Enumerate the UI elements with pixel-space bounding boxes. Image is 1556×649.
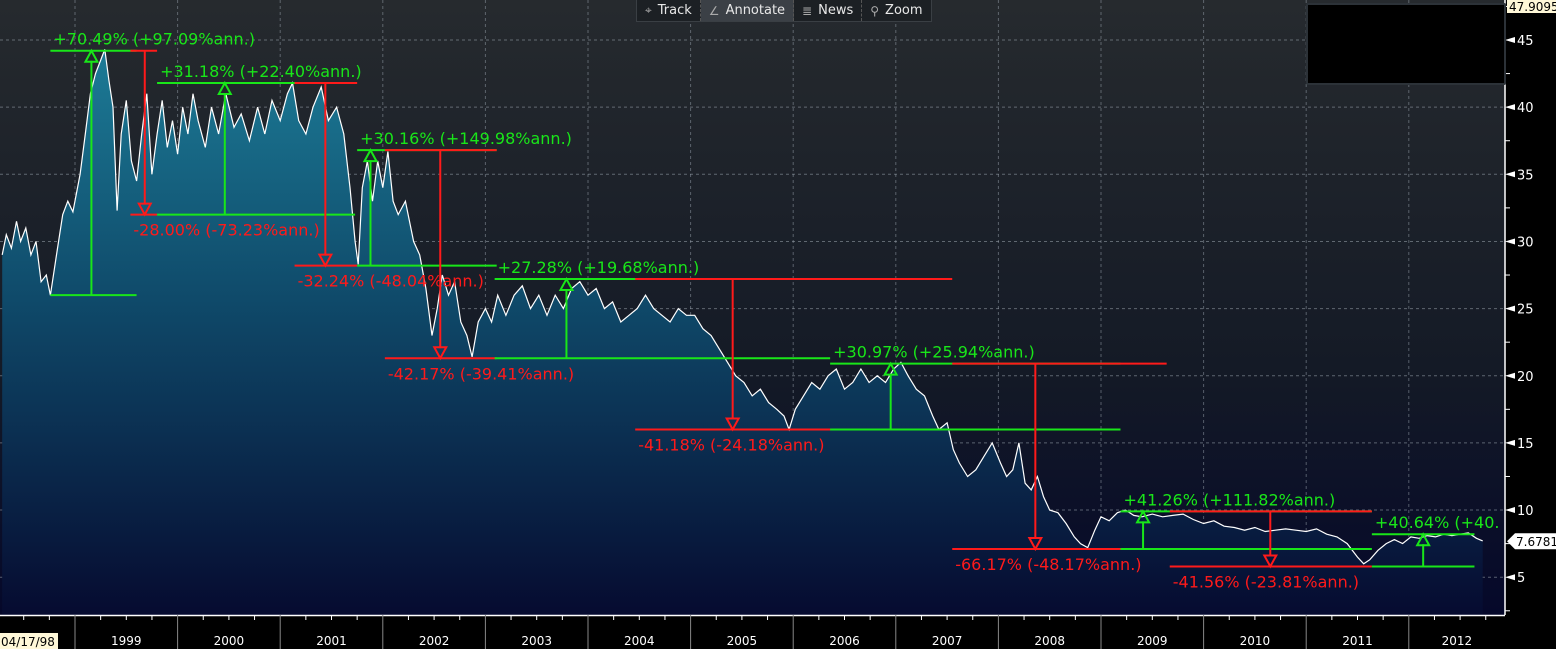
- annotation-label: +30.16% (+149.98%ann.): [360, 129, 572, 148]
- magnifier-icon: ⚲: [870, 3, 880, 18]
- x-tick-label: 2001: [316, 634, 347, 648]
- y-axis-panel: [1505, 0, 1556, 649]
- track-button[interactable]: ⌖ Track: [637, 0, 701, 21]
- y-tick-marker: [1505, 372, 1515, 379]
- last-price-box: [1507, 533, 1556, 550]
- last-price-label: 7.6781: [1516, 535, 1556, 549]
- x-tick-label: 2002: [419, 634, 450, 648]
- arrow-up-icon: [83, 48, 100, 63]
- annotation-label: +27.28% (+19.68%ann.): [498, 258, 700, 277]
- annotation-label: -41.56% (-23.81%ann.): [1173, 572, 1359, 591]
- zoom-label: Zoom: [885, 3, 923, 18]
- y-tick-marker: [1505, 574, 1515, 581]
- arrow-up-icon: [362, 148, 379, 163]
- arrow-down-icon: [724, 417, 741, 432]
- y-tick-marker: [1505, 238, 1515, 245]
- high-value-box: [1507, 0, 1556, 13]
- chart-toolbar: ⌖ Track ∠ Annotate ≣ News ⚲ Zoom: [636, 0, 932, 22]
- annotation-loss-5[interactable]: -42.17% (-39.41%ann.): [384, 149, 574, 383]
- annotation-label: -28.00% (-73.23%ann.): [133, 221, 319, 240]
- y-tick-label: 15: [1517, 437, 1534, 452]
- y-tick-label: 45: [1517, 34, 1534, 49]
- annotation-gain-12[interactable]: +40.64% (+40.: [1371, 513, 1500, 568]
- annotation-gain-2[interactable]: +31.18% (+22.40%ann.): [157, 62, 362, 216]
- annotation-label: +31.18% (+22.40%ann.): [160, 62, 362, 81]
- arrow-up-icon: [882, 361, 899, 376]
- arrow-down-icon: [1027, 536, 1044, 552]
- x-tick-label: 2010: [1240, 634, 1271, 648]
- annotation-loss-1[interactable]: -28.00% (-73.23%ann.): [130, 49, 320, 240]
- arrow-down-icon: [432, 346, 448, 361]
- annotation-loss-7[interactable]: -41.18% (-24.18%ann.): [635, 278, 953, 454]
- y-tick-label: 40: [1517, 101, 1534, 116]
- annotation-label: -32.24% (-48.04%ann.): [298, 272, 484, 291]
- x-tick-label: 2006: [829, 634, 860, 648]
- high-value-label: 47.9095: [1509, 0, 1556, 14]
- x-tick-label: 1999: [111, 634, 142, 648]
- arrow-down-icon: [137, 202, 153, 217]
- x-tick-label: 2005: [727, 634, 758, 648]
- arrow-down-icon: [1262, 554, 1278, 569]
- legend-box: [1306, 3, 1506, 85]
- annotation-label: -42.17% (-39.41%ann.): [388, 364, 574, 383]
- arrow-up-icon: [1135, 509, 1151, 524]
- arrow-up-icon: [558, 276, 575, 292]
- last-price-marker: 7.6781: [1507, 533, 1556, 550]
- annotation-gain-4[interactable]: +30.16% (+149.98%ann.): [357, 129, 572, 267]
- y-tick-label: 25: [1517, 303, 1534, 318]
- y-tick-marker: [1505, 37, 1515, 43]
- price-area-fill: [2, 49, 1483, 615]
- news-label: News: [818, 3, 854, 18]
- y-tick-label: 20: [1517, 370, 1534, 385]
- y-tick-marker: [1505, 104, 1515, 111]
- y-tick-marker: [1505, 507, 1515, 514]
- start-date-box: [0, 633, 58, 649]
- annotate-label: Annotate: [725, 3, 786, 18]
- annotation-label: +30.97% (+25.94%ann.): [833, 343, 1035, 362]
- x-tick-label: 2004: [624, 634, 655, 648]
- annotation-label: +40.64% (+40.: [1375, 513, 1500, 532]
- y-tick-label: 5: [1517, 571, 1525, 586]
- y-tick-marker: [1505, 171, 1515, 178]
- arrow-up-icon: [217, 80, 233, 95]
- news-button[interactable]: ≣ News: [794, 0, 863, 21]
- annotation-loss-3[interactable]: -32.24% (-48.04%ann.): [294, 81, 484, 291]
- x-tick-label: 2003: [521, 634, 552, 648]
- y-tick-marker: [1505, 439, 1515, 446]
- annotation-gain-0[interactable]: +70.49% (+97.09%ann.): [50, 30, 255, 297]
- annotate-button[interactable]: ∠ Annotate: [700, 0, 795, 21]
- y-tick-label: 10: [1517, 504, 1534, 519]
- price-line: [1, 49, 1483, 565]
- annotation-label: +41.26% (+111.82%ann.): [1123, 490, 1335, 509]
- annotation-label: -66.17% (-48.17%ann.): [955, 555, 1141, 574]
- crosshair-icon: ⌖: [645, 3, 652, 17]
- x-tick-label: 2000: [214, 634, 245, 648]
- x-tick-label: 2008: [1034, 634, 1065, 648]
- x-tick-label: 2011: [1342, 634, 1373, 648]
- track-label: Track: [657, 3, 692, 18]
- y-tick-label: 30: [1517, 235, 1534, 250]
- arrow-down-icon: [317, 253, 334, 268]
- start-date-label: 04/17/98: [1, 635, 55, 649]
- x-tick-label: 2007: [932, 634, 963, 648]
- arrow-up-icon: [1415, 532, 1431, 547]
- annotation-label: +70.49% (+97.09%ann.): [53, 30, 255, 49]
- zoom-button[interactable]: ⚲ Zoom: [862, 0, 930, 21]
- x-tick-label: 2009: [1137, 634, 1168, 648]
- annotation-label: -41.18% (-24.18%ann.): [638, 435, 824, 454]
- annotation-loss-11[interactable]: -41.56% (-23.81%ann.): [1169, 510, 1372, 591]
- x-tick-label: 2012: [1442, 634, 1473, 648]
- news-icon: ≣: [802, 3, 813, 18]
- y-tick-label: 35: [1517, 168, 1534, 183]
- pencil-icon: ∠: [708, 3, 720, 18]
- y-tick-marker: [1505, 305, 1515, 312]
- x-axis-panel: [0, 615, 1556, 649]
